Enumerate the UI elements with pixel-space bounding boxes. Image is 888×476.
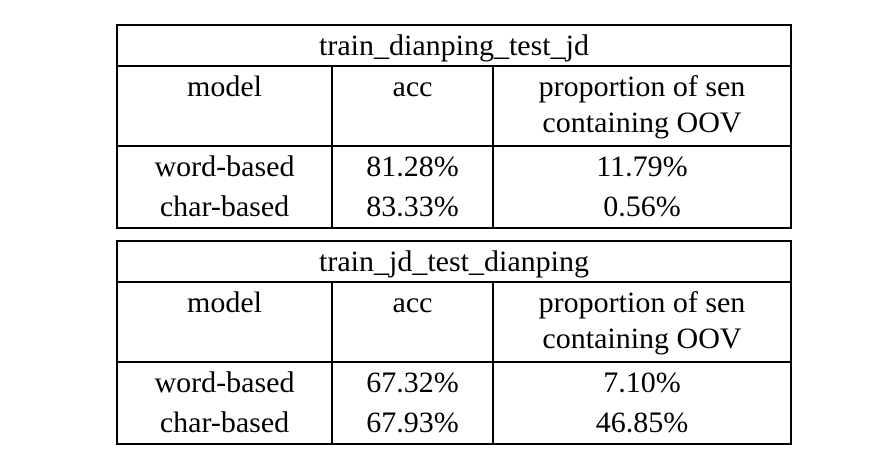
cell-oov: 46.85%	[595, 406, 689, 439]
cell-model: char-based	[159, 406, 290, 439]
column-header-model: model	[117, 282, 332, 363]
column-header-oov-line2: containing OOV	[542, 322, 742, 355]
table-title-row: train_dianping_test_jd	[117, 25, 791, 67]
table-header-row: model acc proportion of sen containing O…	[117, 282, 791, 363]
table-row: word-based 67.32% 7.10%	[117, 362, 791, 403]
column-header-oov-line1: proportion of sen	[538, 70, 746, 103]
column-header-acc: acc	[331, 282, 494, 363]
table-row: word-based 81.28% 11.79%	[117, 146, 791, 187]
column-header-oov: proportion of sen containing OOV	[493, 282, 791, 363]
cell-acc: 81.28%	[331, 146, 494, 187]
table-train-jd-test-dianping: train_jd_test_dianping model acc proport…	[116, 240, 792, 445]
cell-oov: 11.79%	[596, 150, 688, 183]
column-header-oov-line1: proportion of sen	[538, 286, 746, 319]
cell-oov: 0.56%	[603, 190, 681, 223]
table-header-row: model acc proportion of sen containing O…	[117, 66, 791, 147]
cell-acc: 67.32%	[331, 362, 494, 403]
cell-acc: 83.33%	[331, 187, 494, 228]
cell-acc: 67.93%	[331, 403, 494, 444]
cell-model: word-based	[154, 366, 295, 399]
cell-model: word-based	[154, 150, 295, 183]
table-title: train_jd_test_dianping	[117, 241, 791, 283]
paper-table-figure: train_dianping_test_jd model acc proport…	[116, 24, 792, 445]
cell-model: char-based	[159, 190, 290, 223]
table-row: char-based 67.93% 46.85%	[117, 403, 791, 444]
column-header-acc: acc	[331, 66, 494, 147]
cell-oov: 7.10%	[603, 366, 681, 399]
table-title-row: train_jd_test_dianping	[117, 241, 791, 283]
column-header-oov: proportion of sen containing OOV	[493, 66, 791, 147]
table-row: char-based 83.33% 0.56%	[117, 187, 791, 228]
table-title: train_dianping_test_jd	[117, 25, 791, 67]
column-header-oov-line2: containing OOV	[542, 106, 742, 139]
column-header-model: model	[117, 66, 332, 147]
table-train-dianping-test-jd: train_dianping_test_jd model acc proport…	[116, 24, 792, 229]
